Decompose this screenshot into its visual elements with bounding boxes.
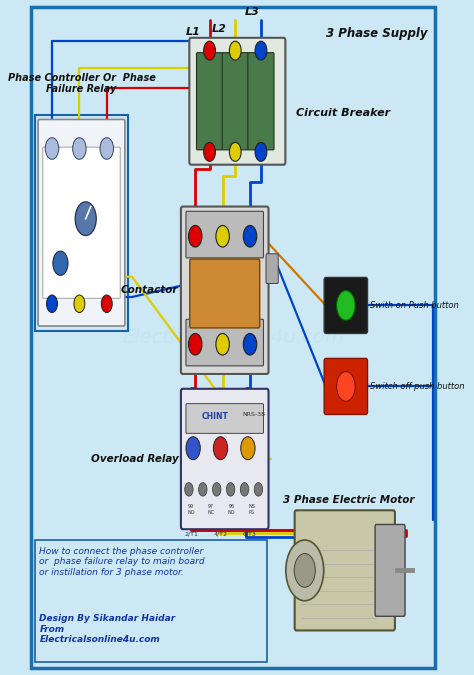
Text: L3: L3 (245, 7, 260, 17)
FancyBboxPatch shape (43, 147, 120, 298)
Circle shape (337, 371, 355, 401)
Circle shape (254, 483, 263, 496)
Circle shape (186, 437, 201, 460)
Text: L1: L1 (186, 27, 201, 37)
Circle shape (243, 333, 257, 355)
Circle shape (46, 295, 57, 313)
Circle shape (185, 483, 193, 496)
FancyBboxPatch shape (186, 211, 264, 258)
FancyBboxPatch shape (266, 254, 278, 284)
Text: How to connect the phase controller
or  phase failure relay to main board
or ins: How to connect the phase controller or p… (39, 547, 205, 576)
Text: Electricalonline4u.com: Electricalonline4u.com (122, 328, 344, 347)
Circle shape (213, 437, 228, 460)
FancyBboxPatch shape (190, 259, 260, 328)
Text: 4/T2: 4/T2 (213, 532, 228, 537)
Text: CHINT: CHINT (201, 412, 228, 421)
Circle shape (189, 225, 202, 247)
Text: Circuit Breaker: Circuit Breaker (296, 109, 391, 118)
Text: 97
NC: 97 NC (208, 504, 215, 515)
FancyBboxPatch shape (181, 207, 269, 374)
FancyBboxPatch shape (324, 277, 367, 333)
Circle shape (189, 333, 202, 355)
Circle shape (199, 483, 207, 496)
Circle shape (294, 554, 315, 587)
Text: Overload Relay: Overload Relay (91, 454, 178, 464)
Circle shape (227, 483, 235, 496)
FancyBboxPatch shape (248, 53, 274, 150)
Text: NRS-38: NRS-38 (243, 412, 266, 416)
Text: Switch off push button: Switch off push button (370, 382, 465, 391)
FancyBboxPatch shape (197, 53, 223, 150)
Text: Swith on Push button: Swith on Push button (370, 301, 459, 310)
Text: 3 Phase Supply: 3 Phase Supply (326, 27, 428, 40)
FancyBboxPatch shape (38, 119, 125, 326)
Circle shape (240, 483, 249, 496)
FancyBboxPatch shape (324, 358, 367, 414)
Circle shape (74, 295, 85, 313)
Circle shape (337, 290, 355, 321)
Text: 6/T3: 6/T3 (243, 532, 257, 537)
Circle shape (204, 41, 216, 60)
Circle shape (286, 540, 324, 601)
Circle shape (101, 295, 112, 313)
Circle shape (229, 41, 241, 60)
FancyBboxPatch shape (295, 510, 395, 630)
FancyBboxPatch shape (222, 53, 248, 150)
Circle shape (204, 142, 216, 161)
Text: L2: L2 (212, 24, 227, 34)
Circle shape (241, 437, 255, 460)
Circle shape (216, 225, 229, 247)
Text: Phase Controller Or  Phase
Failure Relay: Phase Controller Or Phase Failure Relay (8, 73, 155, 95)
Circle shape (73, 138, 86, 159)
Text: 2/T1: 2/T1 (184, 532, 198, 537)
Circle shape (45, 138, 59, 159)
Circle shape (53, 251, 68, 275)
FancyBboxPatch shape (375, 524, 405, 616)
Circle shape (75, 202, 96, 236)
Circle shape (255, 41, 267, 60)
Text: Contactor: Contactor (121, 286, 178, 295)
FancyBboxPatch shape (186, 319, 264, 366)
Circle shape (243, 225, 257, 247)
Circle shape (216, 333, 229, 355)
Text: Design By Sikandar Haidar
From
Electricalsonline4u.com: Design By Sikandar Haidar From Electrica… (39, 614, 175, 644)
FancyBboxPatch shape (186, 404, 264, 433)
Text: 99
NO: 99 NO (187, 504, 195, 515)
Circle shape (255, 142, 267, 161)
Text: 96
NO: 96 NO (228, 504, 235, 515)
FancyBboxPatch shape (181, 389, 269, 529)
Circle shape (212, 483, 221, 496)
Text: NS
PS: NS PS (248, 504, 255, 515)
Text: 3 Phase Electric Motor: 3 Phase Electric Motor (283, 495, 414, 505)
Circle shape (100, 138, 113, 159)
FancyBboxPatch shape (189, 38, 285, 165)
Circle shape (229, 142, 241, 161)
